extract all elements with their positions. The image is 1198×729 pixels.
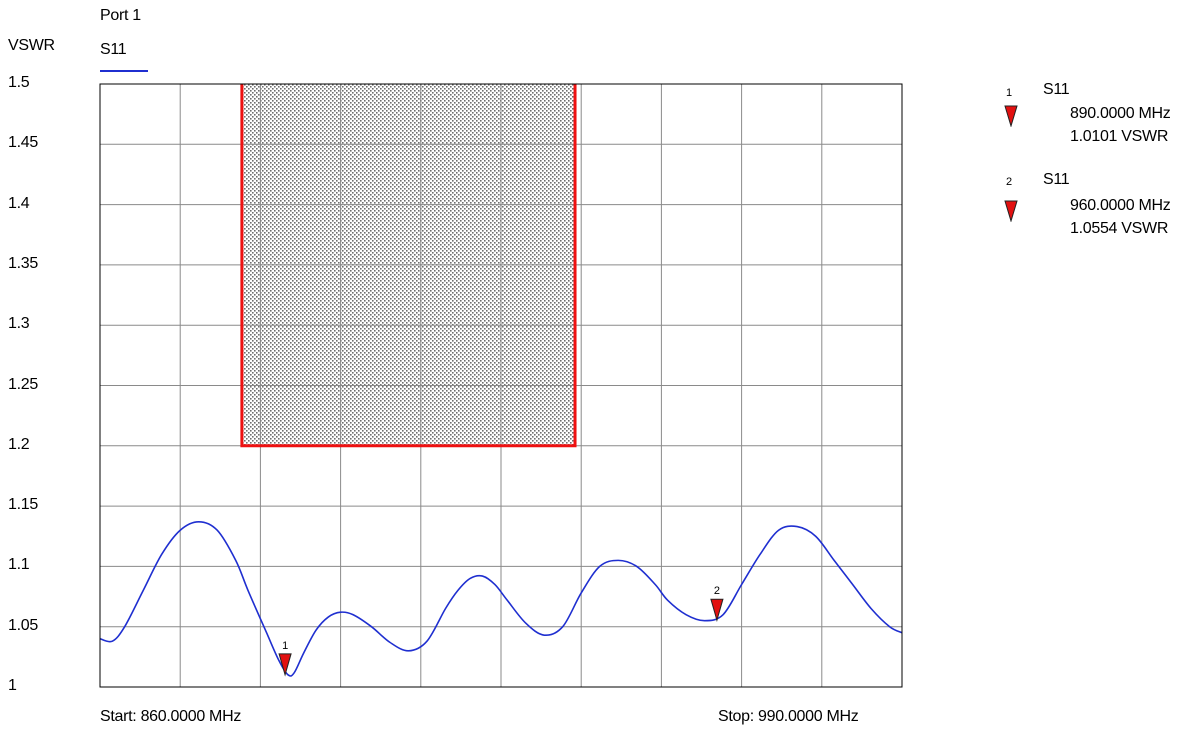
marker-number: 1 [1006,87,1013,99]
marker-trace: S11 [1043,81,1070,98]
trace-legend-line [100,70,148,72]
stop-frequency-label: Stop: 990.0000 MHz [718,708,859,725]
start-frequency-label: Start: 860.0000 MHz [100,708,242,725]
marker-1-icon [278,653,292,677]
y-tick-label: 1 [8,677,17,694]
y-tick-label: 1.5 [8,74,30,91]
marker-2-label: 2 [714,585,720,597]
limit-line [240,84,577,448]
y-tick-label: 1.2 [8,435,30,453]
marker-triangle-icon [1004,200,1018,222]
y-tick-label: 1.45 [8,134,38,152]
plot-frame [99,83,903,688]
port-label: Port 1 [100,7,141,24]
marker-frequency: 960.0000 MHz [1070,197,1171,214]
marker-2-icon [710,598,724,623]
marker-value: 1.0554 VSWR [1070,220,1169,237]
y-tick-label: 1.3 [8,315,30,333]
y-tick-label: 1.25 [8,375,38,393]
marker-frequency: 890.0000 MHz [1070,105,1171,122]
marker-value: 1.0101 VSWR [1070,128,1169,145]
y-unit-label: VSWR [8,37,55,54]
marker-1-label: 1 [282,640,288,652]
y-tick-label: 1.15 [8,496,38,514]
marker-triangle-icon [1004,105,1018,127]
trace-s11 [99,520,903,677]
y-tick-label: 1.35 [8,254,38,272]
trace-legend-label: S11 [100,41,127,58]
marker-trace: S11 [1043,171,1070,188]
y-tick-label: 1.4 [8,194,30,212]
marker-number: 2 [1006,176,1013,188]
y-tick-label: 1.05 [8,616,38,634]
y-tick-label: 1.1 [8,556,30,574]
